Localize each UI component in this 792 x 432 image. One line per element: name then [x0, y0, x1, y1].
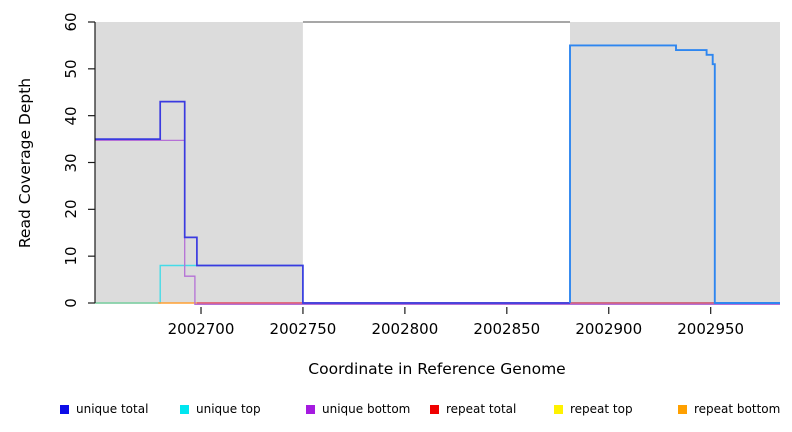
x-axis-title: Coordinate in Reference Genome	[308, 360, 566, 378]
legend-label: unique top	[196, 402, 261, 416]
x-tick-label: 2002700	[167, 320, 235, 338]
x-tick-label: 2002850	[473, 320, 541, 338]
legend-item-unique-top: unique top	[180, 402, 261, 416]
legend-item-repeat-total: repeat total	[430, 402, 517, 416]
shaded-repeat-region	[570, 22, 780, 303]
y-tick-label: 0	[62, 298, 80, 308]
legend-item-unique-bottom: unique bottom	[306, 402, 411, 416]
y-tick-label: 20	[62, 199, 80, 219]
legend-item-repeat-top: repeat top	[554, 402, 633, 416]
unique-total-line-right	[569, 44, 780, 304]
shaded-repeat-region	[95, 22, 303, 303]
y-tick-label: 40	[62, 106, 80, 126]
y-axis-title: Read Coverage Depth	[16, 77, 34, 249]
legend-label: unique total	[76, 402, 149, 416]
y-tick-label: 50	[62, 59, 80, 79]
repeat-total-swatch-icon	[430, 404, 439, 414]
legend-label: repeat total	[446, 402, 517, 416]
y-tick-label: 10	[62, 246, 80, 266]
legend-item-repeat-bottom: repeat bottom	[678, 402, 781, 416]
x-tick-label: 2002900	[575, 320, 643, 338]
legend-item-unique-total: unique total	[60, 402, 149, 416]
x-tick-label: 2002950	[677, 320, 745, 338]
unique-bottom-line	[95, 139, 780, 305]
repeat-top-swatch-icon	[554, 404, 563, 414]
x-tick-label: 2002800	[371, 320, 439, 338]
unique-total-swatch-icon	[60, 404, 69, 414]
legend-label: unique bottom	[322, 402, 411, 416]
unique-top-swatch-icon	[180, 404, 189, 414]
unique-total-line-left	[95, 100, 570, 304]
legend-label: repeat bottom	[694, 402, 781, 416]
repeat-bottom-swatch-icon	[678, 404, 687, 414]
y-tick-label: 30	[62, 152, 80, 173]
unique-bottom-swatch-icon	[306, 404, 315, 414]
y-tick-label: 60	[62, 12, 80, 32]
legend-label: repeat top	[570, 402, 633, 416]
x-tick-label: 2002750	[269, 320, 337, 338]
